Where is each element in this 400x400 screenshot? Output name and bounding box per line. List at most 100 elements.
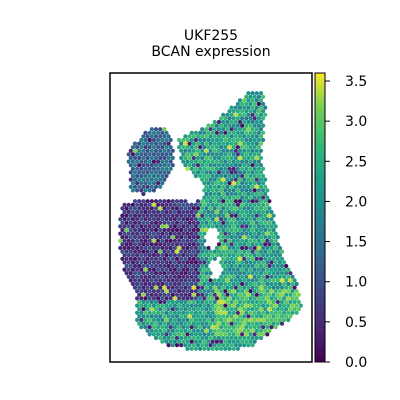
tissue-spot xyxy=(130,181,135,186)
tissue-spot xyxy=(288,314,293,319)
tissue-spot xyxy=(263,271,268,276)
tissue-spot xyxy=(198,217,203,222)
tissue-spot xyxy=(172,224,177,229)
tissue-spot xyxy=(267,199,272,204)
tissue-spot xyxy=(143,137,148,143)
tissue-spot xyxy=(206,130,211,135)
tissue-spot xyxy=(290,289,295,294)
tissue-spot xyxy=(187,307,192,312)
tissue-spot xyxy=(223,137,228,143)
tissue-spot xyxy=(181,238,186,243)
tissue-spot xyxy=(252,267,257,272)
tissue-spot xyxy=(145,278,150,283)
tissue-spot xyxy=(273,310,278,315)
tissue-spot xyxy=(261,245,266,251)
tissue-spot xyxy=(195,285,201,290)
tissue-spot xyxy=(177,145,182,150)
tissue-spot xyxy=(122,231,127,236)
tissue-spot xyxy=(151,145,156,150)
tissue-spot xyxy=(294,310,299,315)
tissue-spot xyxy=(223,130,228,135)
tissue-spot xyxy=(172,238,177,243)
tissue-spot xyxy=(143,260,148,265)
tissue-spot xyxy=(193,281,198,287)
tissue-spot xyxy=(221,199,226,204)
tissue-spot xyxy=(242,191,247,197)
tissue-spot xyxy=(202,245,207,251)
tissue-spot xyxy=(240,289,245,294)
tissue-spot xyxy=(214,346,219,351)
tissue-spot xyxy=(258,256,264,261)
tissue-spot xyxy=(216,278,222,283)
tissue-spot xyxy=(271,227,276,233)
tissue-spot xyxy=(271,307,276,312)
tissue-spot xyxy=(132,285,138,290)
tissue-spot xyxy=(177,260,182,265)
tissue-spot xyxy=(191,335,196,341)
chart-subtitle: BCAN expression xyxy=(151,44,270,60)
tissue-spot xyxy=(250,177,255,182)
tissue-spot xyxy=(219,332,224,337)
tissue-spot xyxy=(261,274,266,279)
tissue-spot xyxy=(273,325,278,330)
tissue-spot xyxy=(189,137,194,143)
tissue-spot xyxy=(227,303,232,308)
tissue-spot xyxy=(225,235,230,240)
tissue-spot xyxy=(240,325,245,330)
tissue-spot xyxy=(137,249,142,254)
tissue-spot xyxy=(170,321,175,326)
tissue-spot xyxy=(240,145,245,150)
tissue-spot xyxy=(145,134,150,139)
tissue-spot xyxy=(181,296,186,301)
tissue-spot xyxy=(235,267,240,272)
tissue-spot xyxy=(286,281,291,287)
tissue-spot xyxy=(210,123,215,128)
tissue-spot xyxy=(263,105,268,110)
tissue-spot xyxy=(214,332,219,337)
tissue-spot xyxy=(277,260,282,265)
tissue-spot xyxy=(242,163,247,168)
tissue-spot xyxy=(160,260,165,265)
tissue-spot xyxy=(141,321,146,326)
tissue-spot xyxy=(162,321,167,326)
tissue-spot xyxy=(185,346,190,351)
tissue-spot xyxy=(172,332,177,337)
tissue-spot xyxy=(252,317,257,323)
tissue-spot xyxy=(250,91,255,96)
tissue-spot xyxy=(151,231,156,236)
tissue-spot xyxy=(210,137,215,143)
tissue-spot xyxy=(231,188,236,193)
tissue-spot xyxy=(216,127,222,132)
tissue-spot xyxy=(168,238,173,243)
tissue-spot xyxy=(166,227,171,233)
tissue-spot xyxy=(254,278,259,283)
tissue-spot xyxy=(187,249,192,254)
tissue-spot xyxy=(254,220,259,225)
tissue-spot xyxy=(229,220,234,225)
tissue-spot xyxy=(195,343,201,348)
tissue-spot xyxy=(244,310,249,315)
tissue-spot xyxy=(145,177,150,182)
tissue-spot xyxy=(139,303,144,308)
tissue-spot xyxy=(168,339,173,344)
tissue-spot xyxy=(187,328,192,333)
tissue-spot xyxy=(212,148,217,153)
tissue-spot xyxy=(225,199,230,204)
tissue-spot xyxy=(174,220,180,225)
tissue-spot xyxy=(216,220,222,225)
tissue-spot xyxy=(189,209,194,215)
tissue-spot xyxy=(235,289,240,294)
tissue-spot xyxy=(177,310,182,315)
tissue-spot xyxy=(254,105,259,110)
tissue-spot xyxy=(198,303,203,308)
tissue-spot xyxy=(195,213,201,218)
tissue-spot xyxy=(231,260,236,265)
tissue-spot xyxy=(135,317,140,323)
tissue-spot xyxy=(284,299,289,305)
tissue-spot xyxy=(149,127,154,132)
tissue-spot xyxy=(267,321,272,326)
tissue-spot xyxy=(216,292,222,297)
tissue-spot xyxy=(162,249,167,254)
tissue-spot xyxy=(208,163,213,168)
tissue-spot xyxy=(240,152,245,157)
